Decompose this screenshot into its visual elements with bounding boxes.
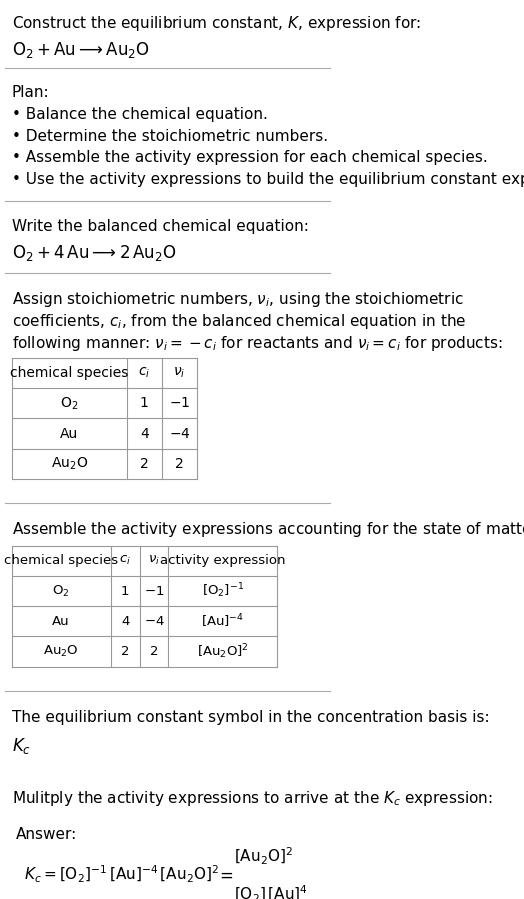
- Text: Construct the equilibrium constant, $K$, expression for:: Construct the equilibrium constant, $K$,…: [12, 14, 421, 33]
- Text: • Determine the stoichiometric numbers.: • Determine the stoichiometric numbers.: [12, 129, 328, 144]
- Text: $c_i$: $c_i$: [138, 366, 150, 380]
- Text: Au: Au: [60, 426, 78, 441]
- Text: Au: Au: [52, 615, 70, 628]
- Text: $=$: $=$: [216, 866, 234, 884]
- Text: $\mathrm{O_2}$: $\mathrm{O_2}$: [60, 396, 78, 412]
- Text: $\nu_i$: $\nu_i$: [148, 555, 160, 567]
- Text: 1: 1: [121, 584, 129, 598]
- Text: $K_c$: $K_c$: [12, 736, 31, 756]
- Text: $\mathrm{O_2 + 4\,Au \longrightarrow 2\,Au_2O}$: $\mathrm{O_2 + 4\,Au \longrightarrow 2\,…: [12, 243, 176, 263]
- Text: $\mathrm{O_2}$: $\mathrm{O_2}$: [52, 583, 70, 599]
- Text: $[\mathrm{Au_2O}]^{2}$: $[\mathrm{Au_2O}]^{2}$: [197, 642, 248, 661]
- Text: Assign stoichiometric numbers, $\nu_i$, using the stoichiometric coefficients, $: Assign stoichiometric numbers, $\nu_i$, …: [12, 290, 502, 353]
- Text: $-4$: $-4$: [144, 615, 165, 628]
- Text: Plan:: Plan:: [12, 85, 49, 100]
- Text: $[\mathrm{Au}]^{-4}$: $[\mathrm{Au}]^{-4}$: [201, 612, 244, 630]
- Text: • Assemble the activity expression for each chemical species.: • Assemble the activity expression for e…: [12, 150, 487, 165]
- Text: $[\mathrm{O_2}]\,[\mathrm{Au}]^4$: $[\mathrm{O_2}]\,[\mathrm{Au}]^4$: [234, 884, 308, 899]
- Text: $-4$: $-4$: [169, 426, 190, 441]
- Text: chemical species: chemical species: [10, 366, 128, 380]
- Text: 2: 2: [150, 645, 158, 658]
- Text: $[\mathrm{Au_2O}]^2$: $[\mathrm{Au_2O}]^2$: [234, 846, 293, 868]
- Text: $\mathrm{Au_2O}$: $\mathrm{Au_2O}$: [51, 456, 88, 472]
- Text: 1: 1: [140, 396, 149, 410]
- Text: $\nu_i$: $\nu_i$: [173, 366, 186, 380]
- Text: $\mathrm{O_2 + Au \longrightarrow Au_2O}$: $\mathrm{O_2 + Au \longrightarrow Au_2O}…: [12, 40, 149, 59]
- Text: The equilibrium constant symbol in the concentration basis is:: The equilibrium constant symbol in the c…: [12, 710, 489, 725]
- Text: 2: 2: [175, 457, 184, 471]
- Text: Mulitply the activity expressions to arrive at the $K_c$ expression:: Mulitply the activity expressions to arr…: [12, 789, 492, 808]
- Text: $-1$: $-1$: [169, 396, 190, 410]
- Text: $[\mathrm{O_2}]^{-1}$: $[\mathrm{O_2}]^{-1}$: [202, 582, 244, 601]
- Text: Assemble the activity expressions accounting for the state of matter and $\nu_i$: Assemble the activity expressions accoun…: [12, 521, 524, 539]
- FancyBboxPatch shape: [8, 817, 227, 899]
- Text: $K_c = [\mathrm{O_2}]^{-1}\,[\mathrm{Au}]^{-4}\,[\mathrm{Au_2O}]^{2}$: $K_c = [\mathrm{O_2}]^{-1}\,[\mathrm{Au}…: [24, 864, 220, 885]
- Text: 2: 2: [121, 645, 129, 658]
- Text: 2: 2: [140, 457, 149, 471]
- Text: Write the balanced chemical equation:: Write the balanced chemical equation:: [12, 218, 309, 234]
- Text: 4: 4: [121, 615, 129, 628]
- Text: • Balance the chemical equation.: • Balance the chemical equation.: [12, 107, 267, 122]
- Text: $c_i$: $c_i$: [119, 555, 131, 567]
- Text: • Use the activity expressions to build the equilibrium constant expression.: • Use the activity expressions to build …: [12, 172, 524, 187]
- Text: chemical species: chemical species: [4, 555, 118, 567]
- Text: Answer:: Answer:: [16, 827, 77, 842]
- Text: 4: 4: [140, 426, 149, 441]
- Text: activity expression: activity expression: [160, 555, 286, 567]
- Text: $\mathrm{Au_2O}$: $\mathrm{Au_2O}$: [43, 644, 79, 659]
- Text: $-1$: $-1$: [144, 584, 164, 598]
